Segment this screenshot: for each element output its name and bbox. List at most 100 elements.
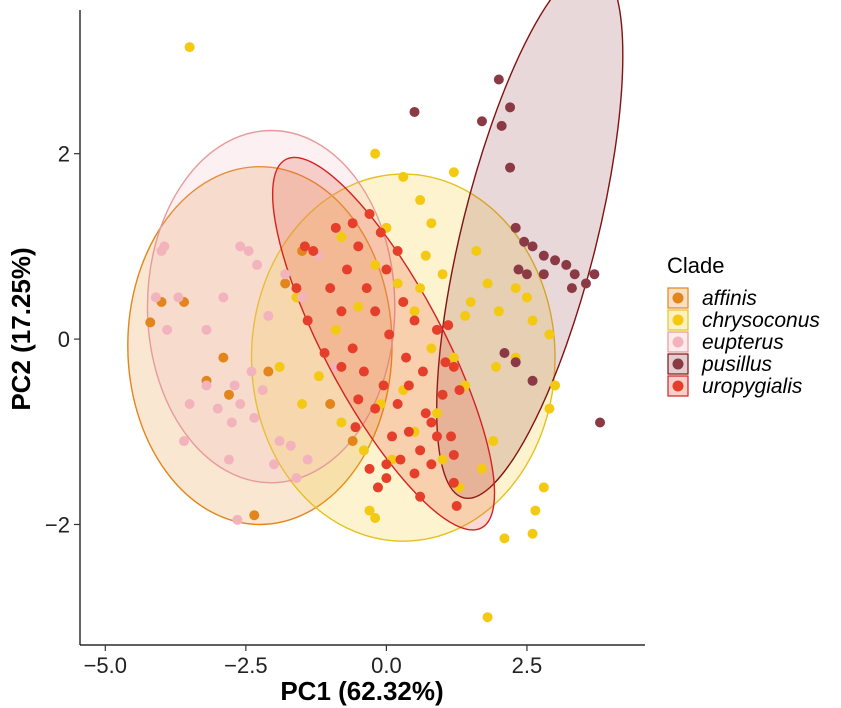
point-eupterus	[252, 259, 263, 270]
point-chrysoconus	[437, 454, 448, 465]
point-eupterus	[184, 398, 195, 409]
point-uropygialis	[415, 445, 426, 456]
y-axis-title: PC2 (17.25%)	[6, 247, 36, 410]
point-chrysoconus	[448, 352, 459, 363]
point-uropygialis	[325, 283, 336, 294]
point-uropygialis	[347, 218, 358, 229]
point-eupterus	[218, 292, 229, 303]
point-affinis	[263, 366, 274, 377]
legend-label-chrysoconus: chrysoconus	[702, 309, 820, 332]
point-pusillus	[409, 106, 420, 117]
point-uropygialis	[336, 306, 347, 317]
point-pusillus	[510, 222, 521, 233]
ellipse-pusillus	[435, 0, 624, 500]
point-uropygialis	[308, 246, 319, 257]
point-uropygialis	[384, 329, 395, 340]
point-eupterus	[285, 440, 296, 451]
point-chrysoconus	[398, 171, 409, 182]
point-eupterus	[201, 380, 212, 391]
point-eupterus	[232, 514, 243, 525]
point-chrysoconus	[437, 269, 448, 280]
point-eupterus	[302, 454, 313, 465]
legend-label-affinis: affinis	[702, 287, 757, 310]
point-uropygialis	[330, 222, 341, 233]
point-eupterus	[223, 454, 234, 465]
point-pusillus	[496, 120, 507, 131]
point-chrysoconus	[448, 167, 459, 178]
point-pusillus	[580, 278, 591, 289]
point-uropygialis	[443, 320, 454, 331]
point-chrysoconus	[370, 148, 381, 159]
point-pusillus	[521, 269, 532, 280]
point-affinis	[145, 317, 156, 328]
point-eupterus	[229, 380, 240, 391]
point-uropygialis	[361, 283, 372, 294]
legend-point-affinis	[672, 292, 684, 304]
point-uropygialis	[387, 431, 398, 442]
point-chrysoconus	[482, 612, 493, 623]
axes	[79, 10, 645, 646]
y-tick-label: 0	[58, 327, 70, 352]
point-uropygialis	[381, 473, 392, 484]
point-uropygialis	[426, 417, 437, 428]
point-chrysoconus	[550, 380, 561, 391]
point-pusillus	[505, 162, 516, 173]
point-chrysoconus	[297, 398, 308, 409]
legend-point-chrysoconus	[672, 314, 684, 326]
point-chrysoconus	[491, 361, 502, 372]
ellipse-eupterus	[146, 129, 396, 484]
point-affinis	[249, 510, 260, 521]
point-chrysoconus	[499, 533, 510, 544]
point-eupterus	[263, 310, 274, 321]
point-chrysoconus	[527, 315, 538, 326]
point-chrysoconus	[353, 301, 364, 312]
point-pusillus	[493, 74, 504, 85]
legend-label-uropygialis: uropygialis	[702, 375, 803, 398]
point-chrysoconus	[544, 403, 555, 414]
point-chrysoconus	[530, 505, 541, 516]
point-chrysoconus	[460, 310, 471, 321]
point-chrysoconus	[510, 283, 521, 294]
point-chrysoconus	[426, 218, 437, 229]
point-chrysoconus	[358, 445, 369, 456]
point-uropygialis	[401, 352, 412, 363]
point-uropygialis	[358, 366, 369, 377]
point-chrysoconus	[336, 232, 347, 243]
point-uropygialis	[420, 408, 431, 419]
point-chrysoconus	[476, 463, 487, 474]
point-uropygialis	[440, 357, 451, 368]
point-uropygialis	[392, 398, 403, 409]
point-uropygialis	[364, 463, 375, 474]
point-uropygialis	[353, 394, 364, 405]
point-chrysoconus	[415, 195, 426, 206]
point-uropygialis	[353, 241, 364, 252]
point-uropygialis	[350, 422, 361, 433]
point-uropygialis	[403, 380, 414, 391]
legend-point-pusillus	[672, 358, 684, 370]
point-uropygialis	[370, 403, 381, 414]
point-pusillus	[569, 269, 580, 280]
point-eupterus	[268, 459, 279, 470]
point-uropygialis	[403, 426, 414, 437]
point-uropygialis	[448, 449, 459, 460]
point-uropygialis	[378, 380, 389, 391]
point-chrysoconus	[313, 371, 324, 382]
point-pusillus	[510, 357, 521, 368]
point-uropygialis	[395, 454, 406, 465]
point-pusillus	[538, 269, 549, 280]
point-chrysoconus	[521, 292, 532, 303]
point-uropygialis	[448, 477, 459, 488]
point-chrysoconus	[538, 482, 549, 493]
data-points	[145, 42, 606, 623]
point-eupterus	[291, 473, 302, 484]
point-pusillus	[513, 264, 524, 275]
point-uropygialis	[448, 361, 459, 372]
point-uropygialis	[415, 491, 426, 502]
point-uropygialis	[372, 482, 383, 493]
point-uropygialis	[409, 468, 420, 479]
axis-ticks: −5.0 −2.5 0.0 2.5 −2 0 2	[45, 142, 542, 678]
point-pusillus	[589, 269, 600, 280]
point-uropygialis	[454, 385, 465, 396]
point-eupterus	[249, 412, 260, 423]
